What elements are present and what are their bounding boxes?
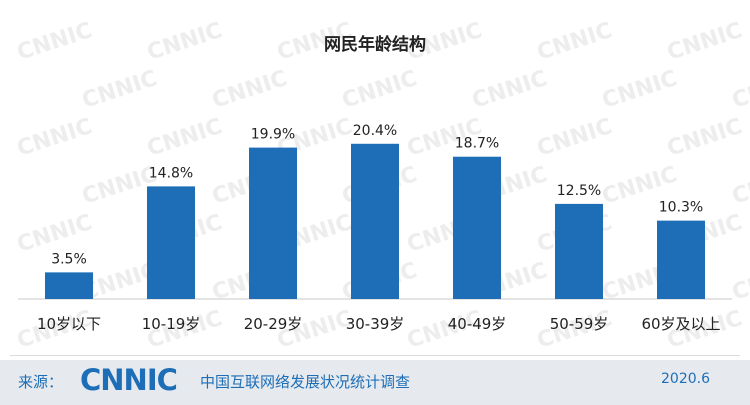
bar [249, 147, 297, 299]
organization-name: 中国互联网络发展状况统计调查 [200, 373, 411, 391]
x-tick-label: 40-49岁 [448, 315, 507, 333]
data-label: 19.9% [251, 127, 295, 143]
source-label: 来源： [18, 373, 64, 391]
watermark-text: CNNIC [209, 66, 290, 114]
data-label: 3.5% [51, 251, 87, 267]
bar [453, 156, 501, 299]
watermark-text: CNNIC [534, 114, 615, 162]
cnnic-logo: CNNIC [80, 363, 178, 397]
watermark-text: CNNIC [729, 66, 750, 114]
watermark-text: CNNIC [664, 114, 745, 162]
watermark-text: CNNIC [339, 66, 420, 114]
bar [351, 143, 399, 299]
x-tick-label: 20-29岁 [244, 315, 303, 333]
bar [147, 186, 195, 299]
data-label: 10.3% [659, 200, 703, 216]
watermark-text: CNNIC [729, 162, 750, 210]
bar [555, 203, 603, 299]
footer-divider [10, 355, 740, 356]
data-label: 18.7% [455, 136, 499, 152]
bar [657, 220, 705, 299]
watermark-text: CNNIC [144, 114, 225, 162]
data-label: 20.4% [353, 123, 397, 139]
data-label: 14.8% [149, 165, 193, 181]
watermark-text: CNNIC [14, 114, 95, 162]
watermark-text: CNNIC [469, 66, 550, 114]
watermark-text: CNNIC [599, 66, 680, 114]
footer-bar: 来源： CNNIC 中国互联网络发展状况统计调查 2020.6 [0, 360, 750, 405]
x-tick-label: 10-19岁 [142, 315, 201, 333]
chart-title: 网民年龄结构 [324, 35, 426, 55]
bar [45, 272, 93, 299]
x-tick-label: 30-39岁 [346, 315, 405, 333]
watermark-text: CNNIC [79, 66, 160, 114]
data-label: 12.5% [557, 183, 601, 199]
x-tick-label: 60岁及以上 [641, 315, 720, 333]
watermark-text: CNNIC [729, 258, 750, 306]
x-tick-label: 10岁以下 [37, 315, 101, 333]
report-date: 2020.6 [661, 371, 710, 387]
x-tick-label: 50-59岁 [550, 315, 609, 333]
